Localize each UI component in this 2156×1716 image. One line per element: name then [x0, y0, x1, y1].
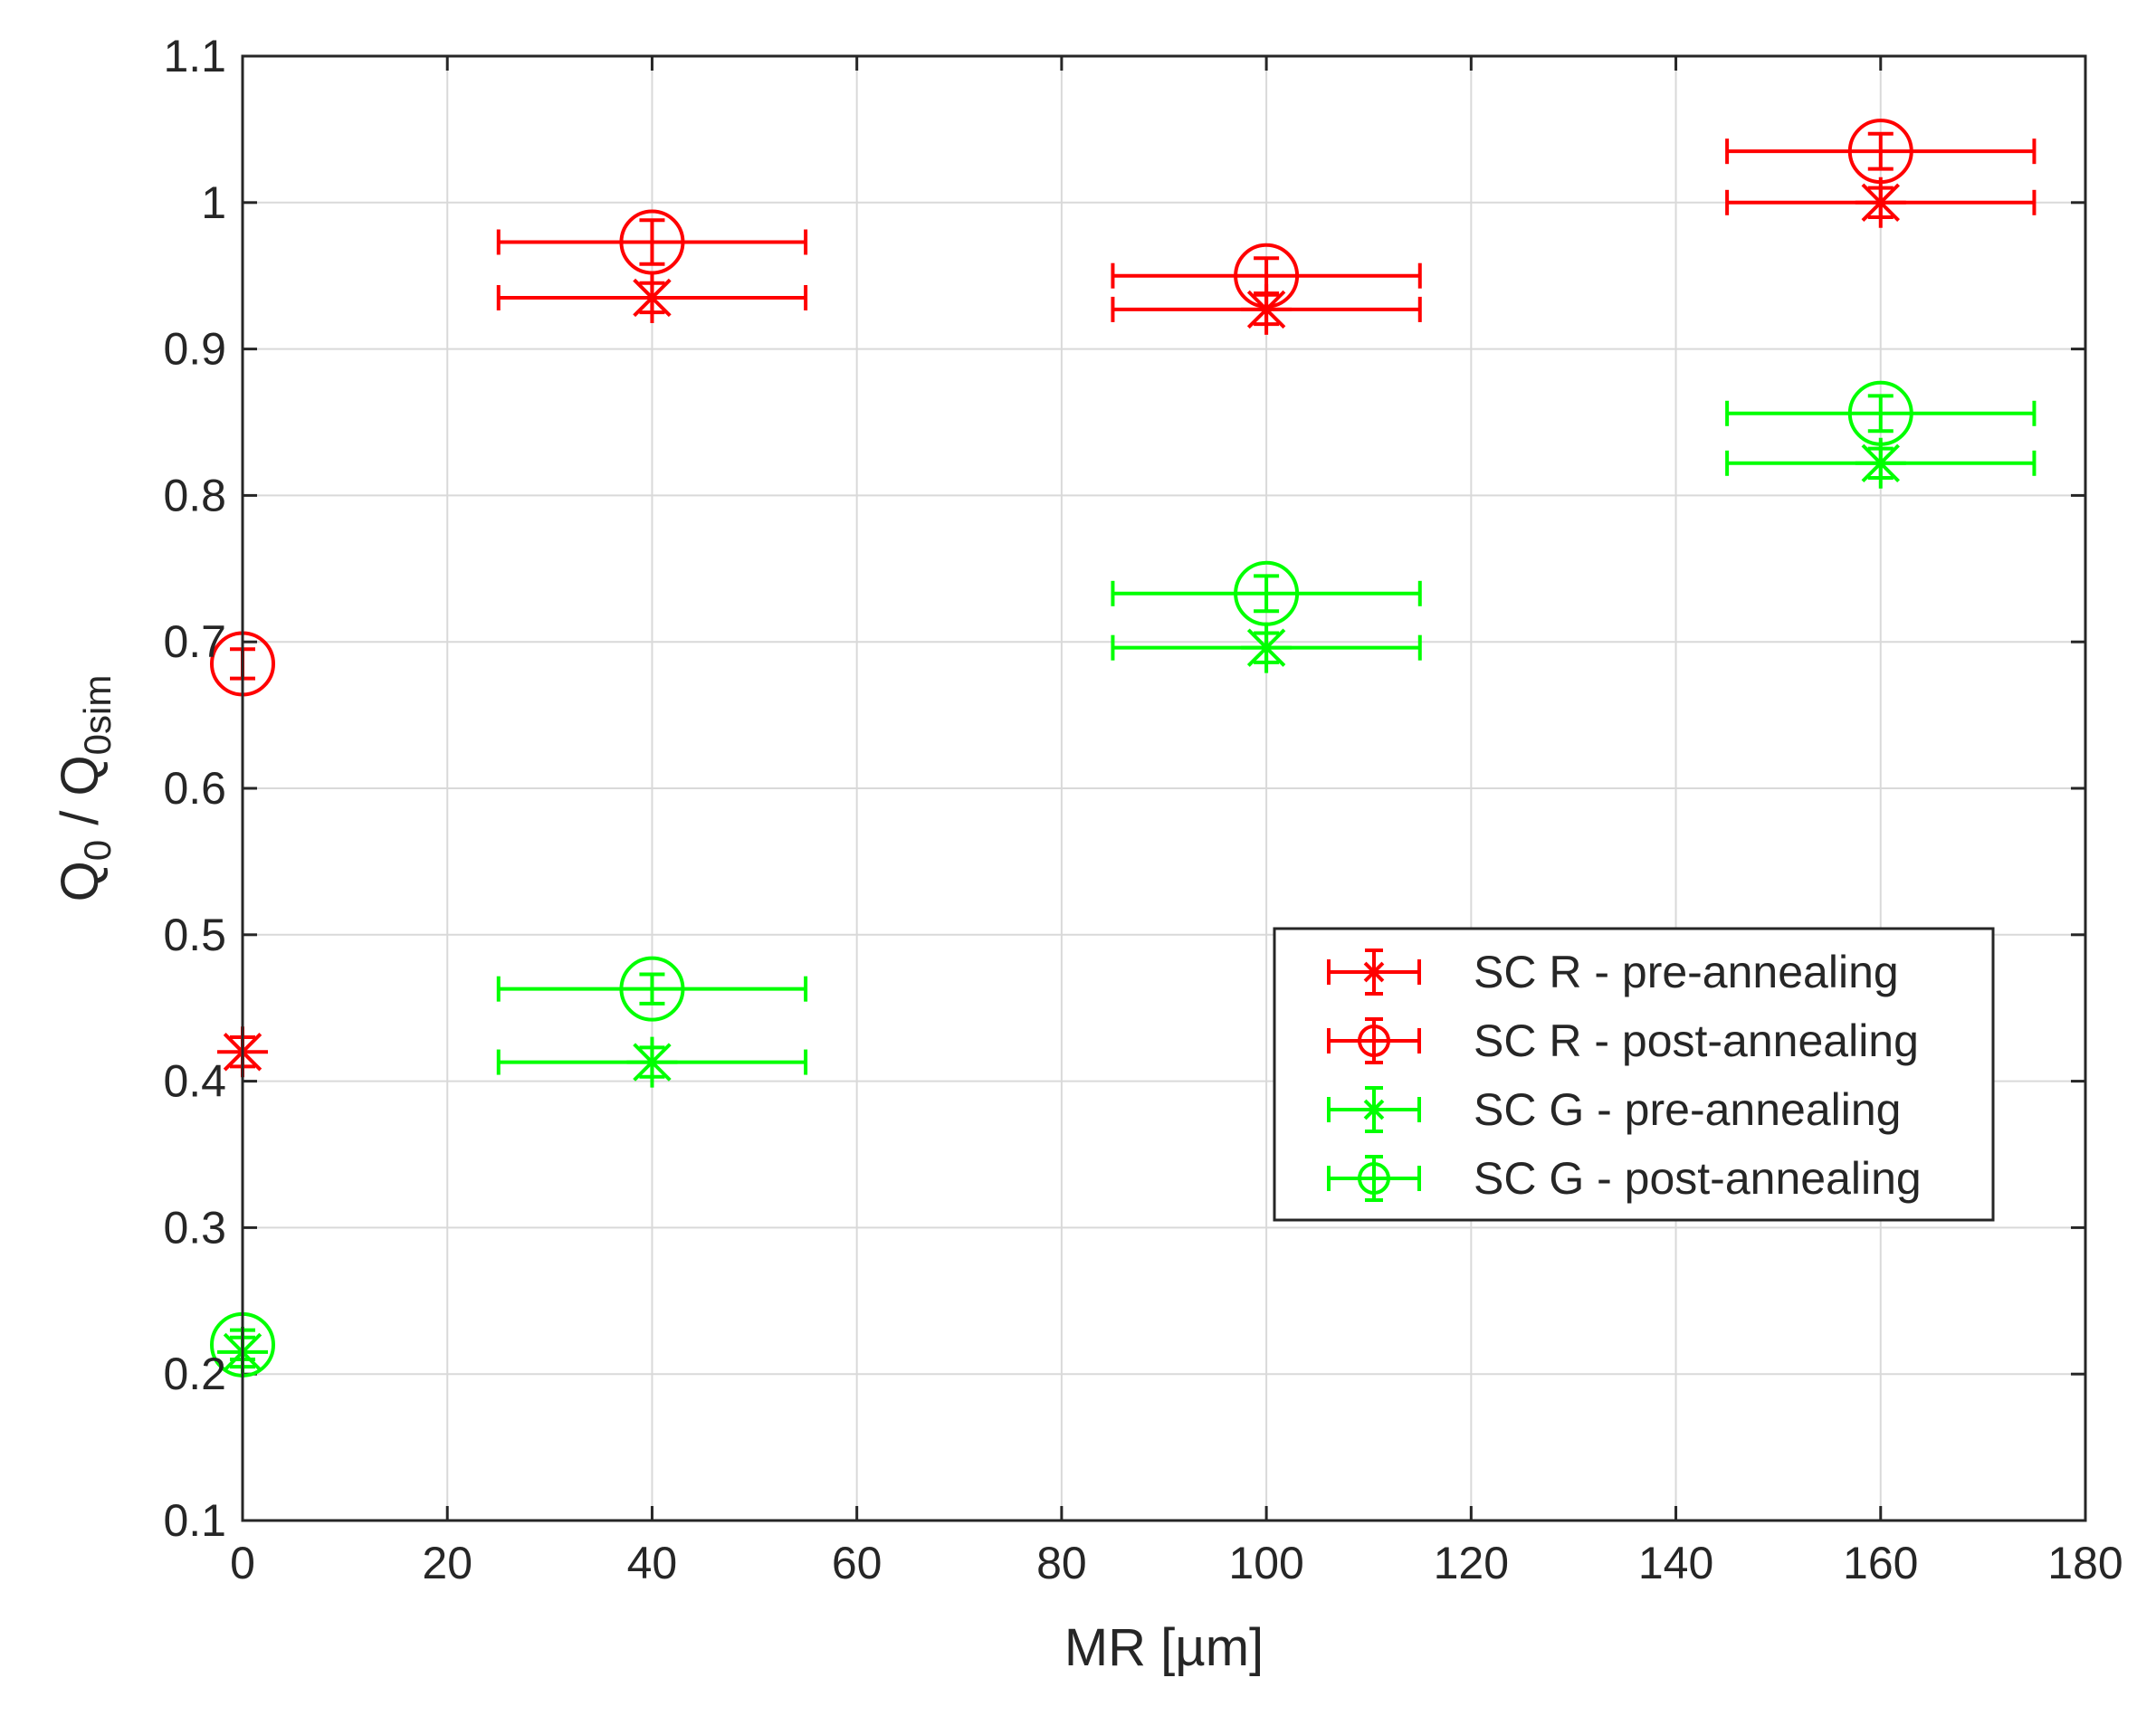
legend-label: SC G - post-annealing: [1474, 1153, 1922, 1204]
y-axis-label-subscript-2: 0sim: [76, 675, 119, 756]
data-point: [1725, 176, 2037, 228]
data-point: [496, 209, 808, 275]
y-tick-label: 0.3: [163, 1202, 226, 1253]
data-point: [496, 272, 808, 323]
legend-label: SC R - post-annealing: [1474, 1015, 1919, 1066]
data-point: [496, 956, 808, 1022]
x-tick-label: 20: [422, 1538, 472, 1588]
y-tick-label: 0.5: [163, 910, 226, 960]
legend-circle-marker: [1358, 1025, 1390, 1057]
x-tick-label: 40: [627, 1538, 678, 1588]
legend-items: SC R - pre-annealing SC R - post-annealin…: [1327, 947, 1922, 1204]
x-tick-label: 0: [230, 1538, 255, 1588]
y-tick-label: 0.6: [163, 763, 226, 814]
star-marker-stroke: [1861, 443, 1900, 483]
circle-marker: [619, 956, 685, 1022]
y-tick-label: 0.8: [163, 470, 226, 520]
legend-label: SC G - pre-annealing: [1474, 1084, 1901, 1135]
x-tick-labels: 0 20 40 60 80 100 120 140 160 180: [230, 1538, 2123, 1588]
legend-item: SC R - pre-annealing: [1327, 947, 1899, 997]
data-point: [1111, 243, 1422, 309]
y-axis-label-main: Q: [51, 861, 110, 901]
y-tick-label: 0.1: [163, 1495, 226, 1546]
x-tick-label: 140: [1638, 1538, 1713, 1588]
y-tick-label: 0.9: [163, 324, 226, 375]
x-tick-label: 60: [832, 1538, 882, 1588]
data-point: [1111, 622, 1422, 673]
y-tick-label: 0.4: [163, 1056, 226, 1107]
star-marker-stroke: [1363, 1099, 1385, 1120]
x-tick-label: 80: [1036, 1538, 1087, 1588]
legend-item: SC R - post-annealing: [1327, 1015, 1919, 1066]
y-axis-label: Q0 / Q0sim: [51, 675, 119, 902]
legend-item: SC G - pre-annealing: [1327, 1084, 1901, 1135]
legend-label: SC R - pre-annealing: [1474, 947, 1899, 997]
x-tick-label: 180: [2047, 1538, 2123, 1588]
axes-box: [241, 54, 2087, 1522]
circle-marker: [619, 209, 685, 275]
data-point: [1111, 560, 1422, 626]
circle-marker: [1234, 243, 1300, 309]
star-marker-stroke: [633, 1043, 672, 1082]
y-tick-labels: 0.1 0.2 0.3 0.4 0.5 0.6 0.7 0.8 0.9 1 1.1: [163, 31, 226, 1546]
x-axis-label: MR [µm]: [1064, 1618, 1264, 1677]
legend-item: SC G - post-annealing: [1327, 1153, 1922, 1204]
data-point: [1725, 119, 2037, 185]
star-marker-stroke: [1246, 628, 1286, 667]
y-axis-label-subscript-1: 0: [76, 840, 119, 861]
y-tick-label: 1: [201, 177, 226, 228]
star-marker-stroke: [1246, 290, 1286, 329]
circle-marker: [1234, 560, 1300, 626]
data-point: [1725, 380, 2037, 446]
series-1: [210, 119, 2037, 697]
x-tick-label: 120: [1434, 1538, 1509, 1588]
data-point: [1725, 437, 2037, 489]
y-tick-label: 0.7: [163, 616, 226, 667]
legend-circle-marker: [1358, 1162, 1390, 1195]
legend: SC R - pre-annealing SC R - post-annealin…: [1273, 927, 1995, 1222]
x-tick-label: 160: [1843, 1538, 1918, 1588]
circle-marker: [1847, 380, 1913, 446]
data-point: [496, 1036, 808, 1088]
y-axis-label-separator: / Q: [51, 755, 110, 839]
star-marker-stroke: [633, 278, 672, 318]
circle-marker: [1847, 119, 1913, 185]
star-marker-stroke: [1861, 183, 1900, 223]
y-tick-label: 0.2: [163, 1349, 226, 1399]
star-marker-stroke: [1363, 961, 1385, 983]
y-tick-label: 1.1: [163, 31, 226, 81]
x-tick-label: 100: [1228, 1538, 1303, 1588]
legend-box: [1273, 927, 1995, 1222]
